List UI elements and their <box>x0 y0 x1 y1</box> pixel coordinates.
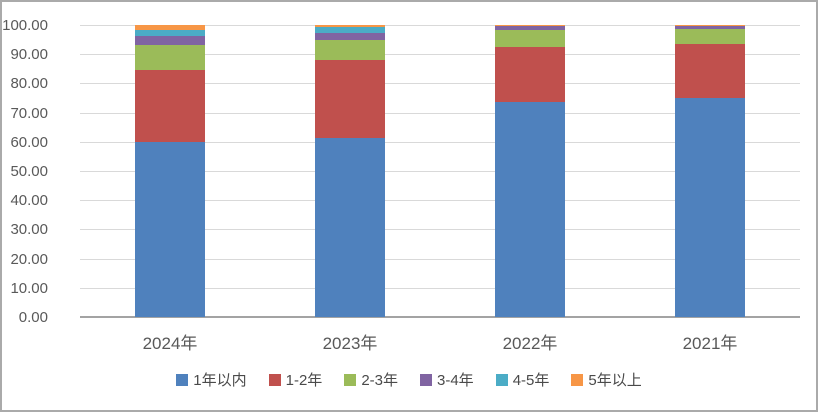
bar-segment-5年以上 <box>675 25 745 27</box>
y-tick-label: 70.00 <box>10 104 48 122</box>
legend-swatch-icon <box>268 373 281 386</box>
bar-segment-1年以内 <box>135 142 205 317</box>
legend-item-3-4年: 3-4年 <box>420 369 474 390</box>
y-tick-label: 10.00 <box>10 279 48 297</box>
legend-swatch-icon <box>571 373 584 386</box>
bar-segment-3-4年 <box>135 36 205 45</box>
legend-label: 5年以上 <box>588 372 642 389</box>
legend-label: 1-2年 <box>285 372 323 389</box>
y-tick-label: 60.00 <box>10 133 48 151</box>
y-tick-label: 100.00 <box>2 17 48 34</box>
bar-segment-4-5年 <box>495 25 565 27</box>
bar-segment-5年以上 <box>135 25 205 31</box>
bar-segment-4-5年 <box>135 30 205 37</box>
legend-item-5年以上: 5年以上 <box>571 369 642 390</box>
bar-column-2024年 <box>135 25 205 317</box>
bar-segment-2-3年 <box>135 44 205 71</box>
bar-segment-2-3年 <box>675 29 745 44</box>
y-tick-label: 0.00 <box>18 309 48 326</box>
bar-segment-1-2年 <box>675 44 745 99</box>
legend-label: 4-5年 <box>512 372 550 389</box>
legend-swatch-icon <box>495 373 508 386</box>
bar-segment-1-2年 <box>135 70 205 143</box>
y-gridline <box>80 229 800 231</box>
y-gridline <box>80 141 800 143</box>
bar-segment-3-4年 <box>315 32 385 40</box>
y-tick-label: 40.00 <box>10 192 48 210</box>
bar-segment-1年以内 <box>495 101 565 317</box>
y-gridline <box>80 287 800 289</box>
y-gridline <box>80 171 800 172</box>
y-gridline <box>80 83 800 85</box>
bar-column-2022年 <box>495 25 565 317</box>
bar-segment-1-2年 <box>315 60 385 139</box>
legend-label: 1年以内 <box>193 372 247 389</box>
bar-column-2023年 <box>315 25 385 317</box>
legend-item-4-5年: 4-5年 <box>495 369 550 390</box>
bar-segment-5年以上 <box>315 25 385 27</box>
y-gridline <box>80 258 800 260</box>
legend-swatch-icon <box>420 373 432 386</box>
legend-item-1年以内: 1年以内 <box>176 369 247 390</box>
bar-column-2021年 <box>675 25 745 317</box>
y-tick-label: 90.00 <box>10 46 48 64</box>
y-tick-label: 50.00 <box>10 163 48 180</box>
bar-segment-5年以上 <box>495 25 565 26</box>
bar-segment-1年以内 <box>315 138 385 317</box>
x-tick-label: 2022年 <box>502 334 558 353</box>
x-tick-label: 2021年 <box>682 334 738 353</box>
y-gridline <box>80 112 800 114</box>
legend-swatch-icon <box>344 373 357 386</box>
x-tick-label: 2024年 <box>142 334 198 353</box>
y-tick-label: 30.00 <box>10 221 48 239</box>
bar-segment-2-3年 <box>315 39 385 61</box>
y-tick-label: 80.00 <box>10 75 48 93</box>
bar-segment-1年以内 <box>675 98 745 317</box>
bar-segment-3-4年 <box>675 26 745 30</box>
y-gridline <box>80 200 800 202</box>
bar-segment-4-5年 <box>315 26 385 33</box>
legend-label: 3-4年 <box>437 372 474 389</box>
bar-segment-1-2年 <box>495 47 565 102</box>
legend-swatch-icon <box>176 373 189 386</box>
legend-item-2-3年: 2-3年 <box>344 369 398 390</box>
bar-segment-2-3年 <box>495 29 565 48</box>
x-axis-line <box>80 316 800 318</box>
legend-label: 2-3年 <box>361 372 398 389</box>
y-tick-label: 20.00 <box>10 250 48 268</box>
bar-segment-3-4年 <box>495 26 565 30</box>
y-gridline <box>80 54 800 56</box>
x-tick-label: 2023年 <box>322 334 378 353</box>
y-gridline <box>80 25 800 26</box>
legend-item-1-2年: 1-2年 <box>268 369 323 390</box>
legend: 1年以内 1-2年 2-3年 3-4年 4-5年 5年以上 <box>2 369 816 390</box>
plot-area: 0.00 10.00 20.00 30.00 40.00 50.00 60.00 70.00 8… <box>2 18 800 325</box>
